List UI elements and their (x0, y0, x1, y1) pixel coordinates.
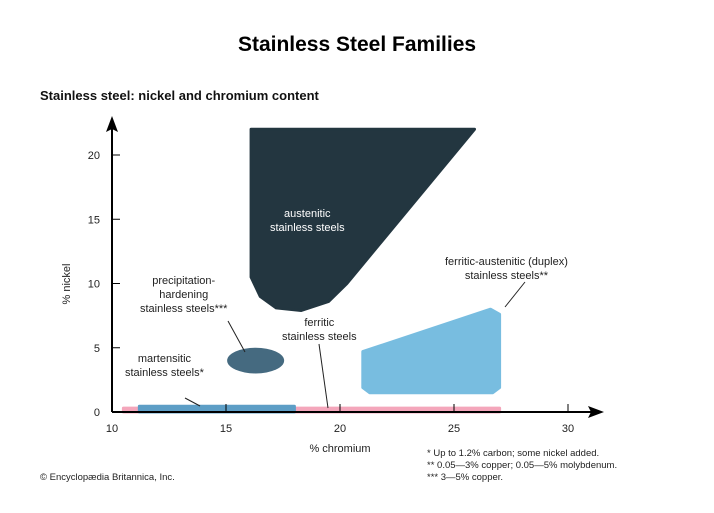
footnote: * Up to 1.2% carbon; some nickel added. (427, 448, 600, 459)
label-precipitation: precipitation-hardening stainless steels*… (140, 275, 228, 315)
x-tick-label: 20 (334, 423, 346, 435)
x-tick-label: 15 (220, 423, 232, 435)
x-tick-label: 10 (106, 423, 118, 435)
x-tick-label: 25 (448, 423, 460, 435)
leader-line (318, 343, 329, 409)
region-austenitic (249, 127, 477, 312)
region-precipitation-hardening (227, 347, 285, 374)
y-tick-label: 15 (88, 214, 100, 226)
leader-line (184, 397, 201, 407)
x-axis-label: % chromium (309, 443, 370, 455)
x-tick-label: 30 (562, 423, 574, 435)
region-duplex (361, 307, 502, 395)
y-axis-label: % nickel (61, 264, 73, 305)
footnote: *** 3—5% copper. (427, 472, 504, 483)
footnote: ** 0.05—3% copper; 0.05—5% molybdenum. (427, 460, 618, 471)
y-tick-label: 5 (94, 343, 100, 355)
chart-subtitle: Stainless steel: nickel and chromium con… (40, 88, 319, 103)
page-title: Stainless Steel Families (237, 33, 477, 56)
y-axis-arrow (106, 116, 118, 132)
y-tick-label: 0 (94, 407, 100, 419)
y-tick-label: 20 (88, 150, 100, 162)
label-duplex: ferritic-austenitic (duplex) stainless st… (445, 256, 568, 282)
label-martensitic: martensitic stainless steels* (125, 353, 204, 379)
credit: © Encyclopædia Britannica, Inc. (40, 472, 175, 483)
x-axis-arrow (588, 406, 604, 418)
label-austenitic: austenitic stainless steels (270, 208, 345, 234)
label-ferritic: ferritic stainless steels (282, 317, 357, 343)
leader-line (504, 281, 526, 308)
y-tick-label: 10 (88, 279, 100, 291)
leader-line (227, 320, 246, 353)
